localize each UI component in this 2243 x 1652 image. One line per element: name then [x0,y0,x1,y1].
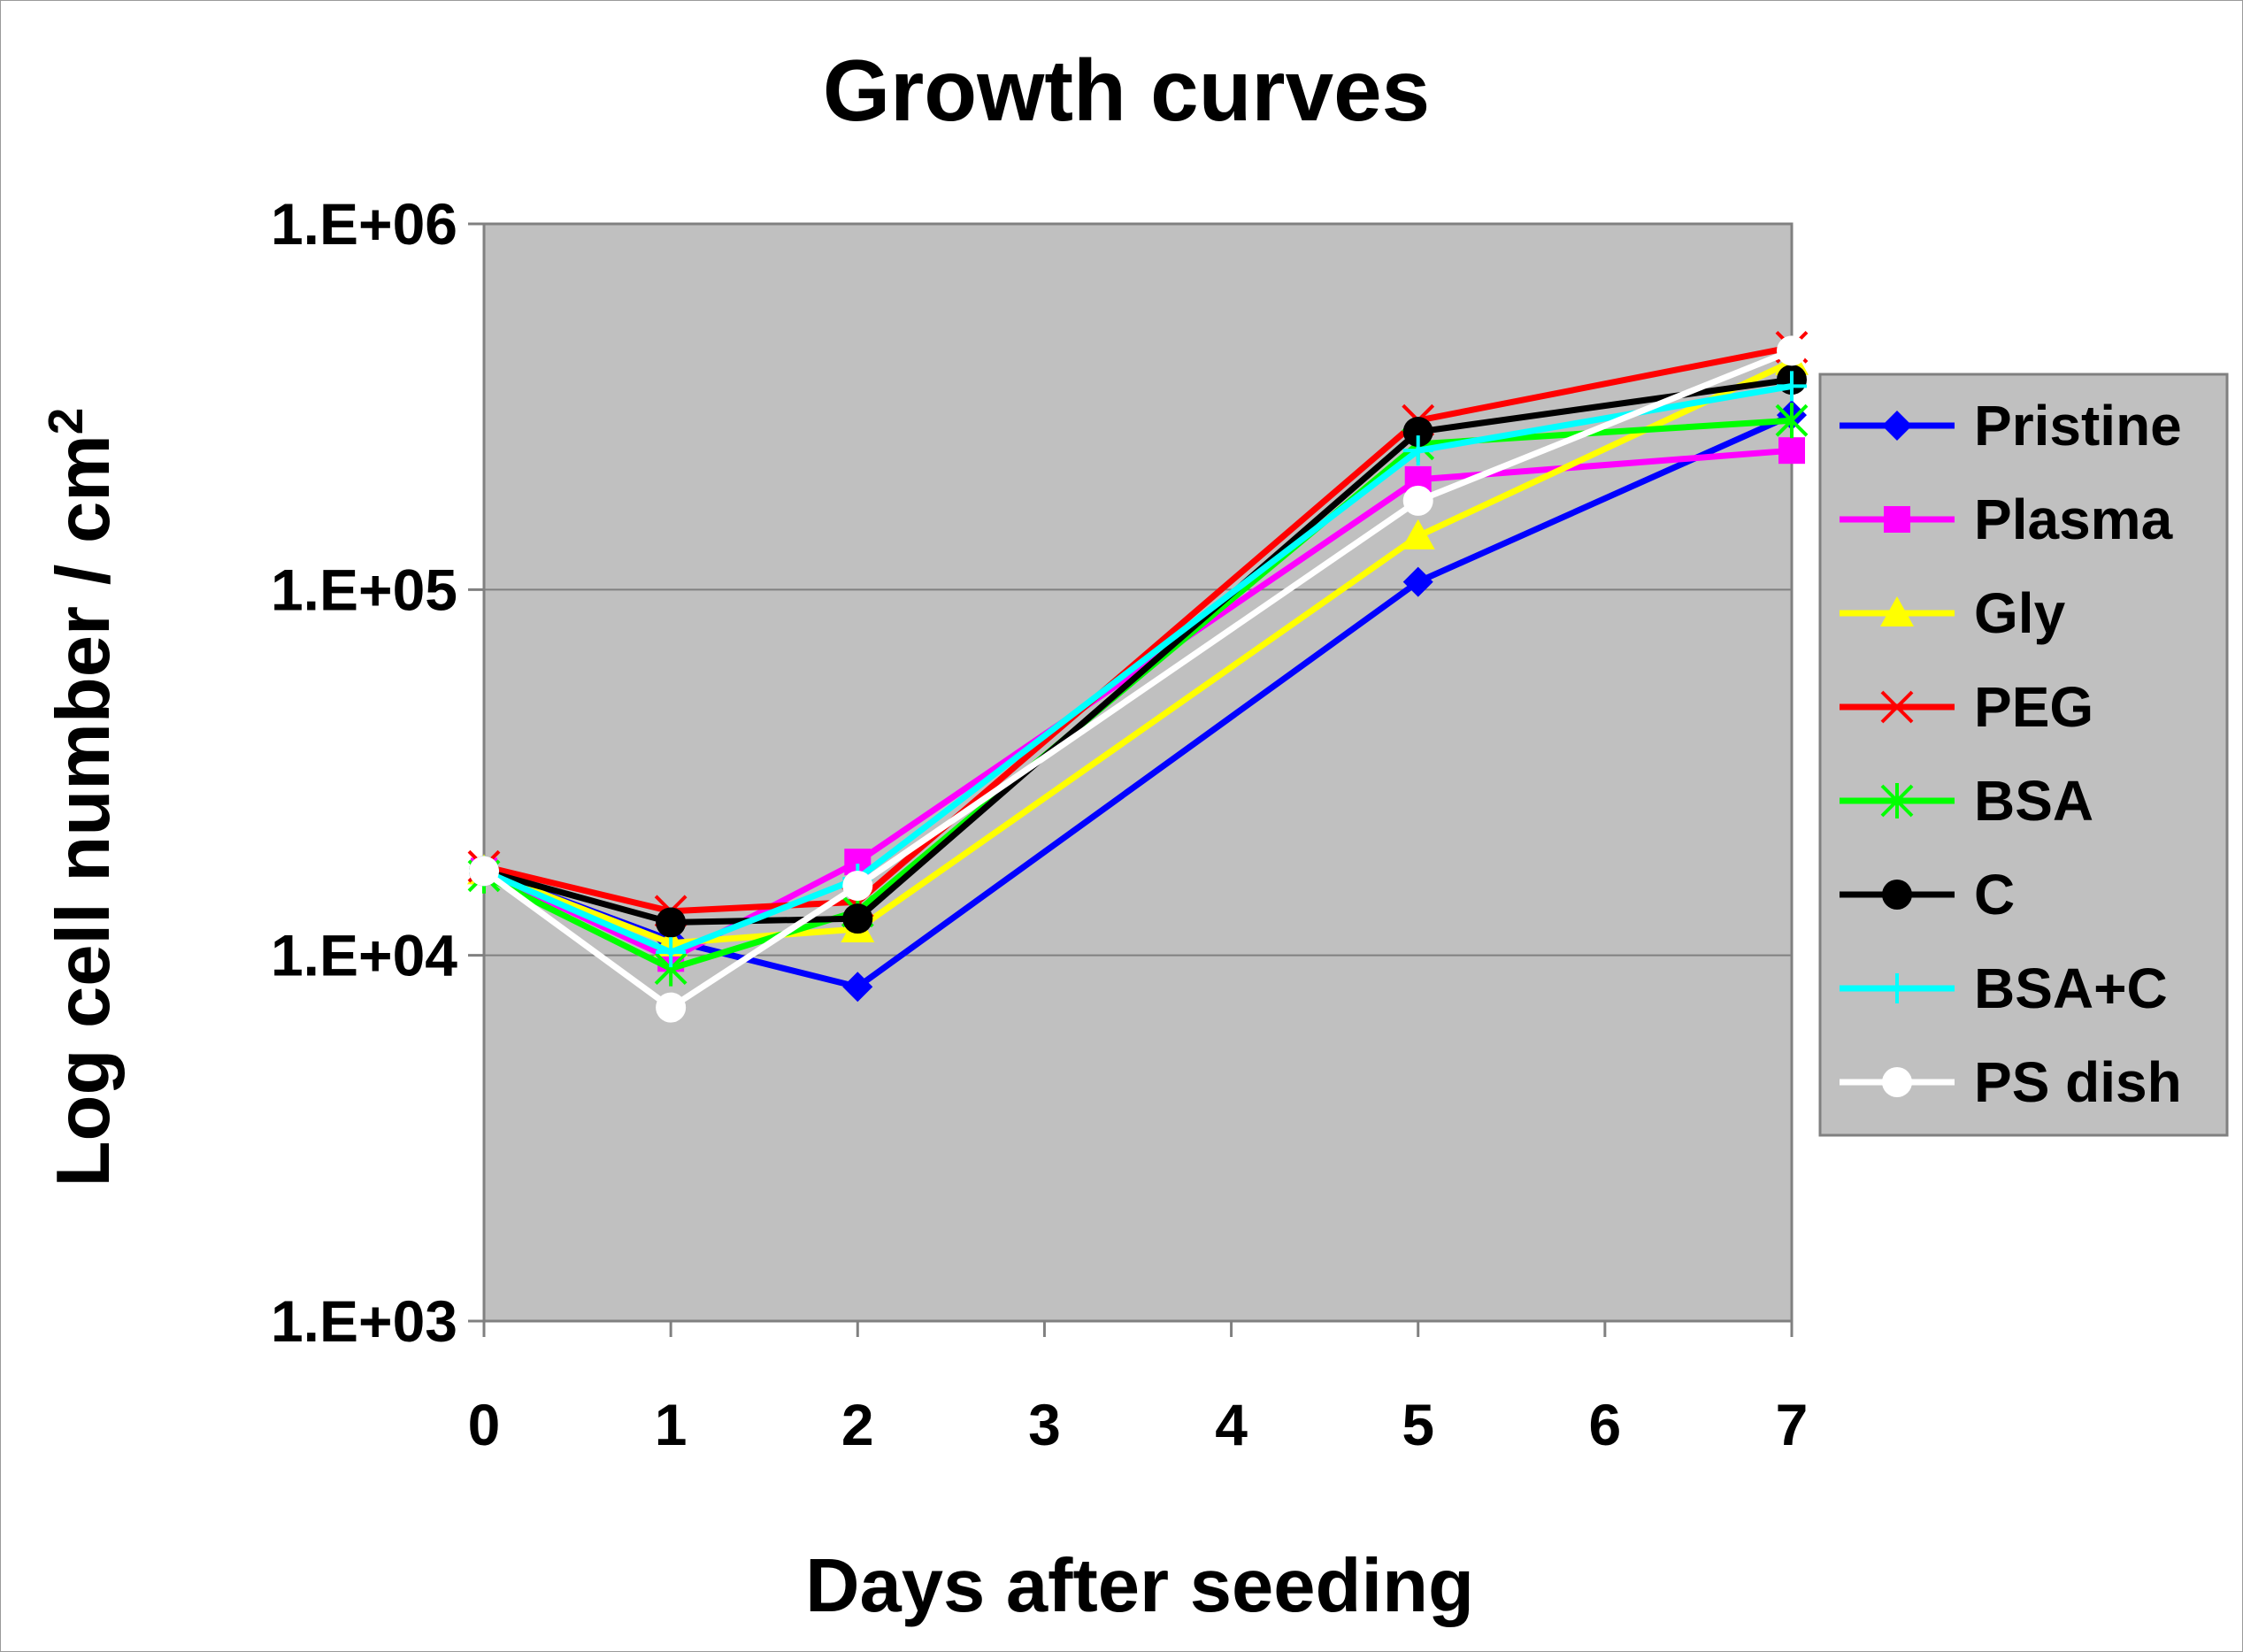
series-ps-dish [469,335,1807,1023]
axes: 1.E+03 1.E+04 1.E+05 1.E+06 0 1 2 3 4 5 6 7 [271,191,1808,1457]
legend-marker-bsa [1880,783,1914,818]
data-point-ps-dish-shape [842,870,873,901]
data-point-bsa-c-shape [656,937,687,968]
y-tick-label: 1.E+03 [271,1288,457,1354]
legend-marker-c [1882,880,1912,910]
legend-marker-plasma [1884,506,1910,533]
data-point-gly-shape [1401,519,1435,549]
data-point-ps-dish-shape [1777,335,1807,366]
legend-entry-peg: PEG [1840,675,2093,739]
x-tick-label: 3 [1028,1392,1061,1457]
data-point-pristine [1402,566,1433,597]
data-point-c [656,907,687,938]
y-axis-label-superscript: 2 [38,408,93,435]
legend-marker-gly-shape [1880,596,1914,626]
legend-marker-bsa-c [1882,973,1912,1003]
legend-label-gly: Gly [1974,581,2066,645]
x-tick-label: 1 [655,1392,687,1457]
x-tick-label: 2 [841,1392,874,1457]
legend-label-peg: PEG [1974,675,2093,739]
data-point-gly [1401,519,1435,549]
data-point-c [1402,417,1433,448]
data-point-ps-dish [469,856,499,887]
legend-label-bsa: BSA [1974,769,2093,833]
data-point-ps-dish [842,870,873,901]
legend-marker-ps-dish [1882,1067,1912,1097]
x-tick-label: 4 [1215,1392,1248,1457]
legend-label-bsa-c: BSA+C [1974,957,2168,1020]
legend-entry-bsa: BSA [1840,769,2093,833]
legend-entry-gly: Gly [1840,581,2066,645]
legend-entry-bsa-c: BSA+C [1840,957,2168,1020]
legend-marker-pristine-shape [1882,411,1912,441]
data-point-ps-dish-shape [469,856,499,887]
legend-entry-pristine: Pristine [1840,394,2182,457]
plot-area [482,222,1794,1323]
data-point-ps-dish-shape [656,992,687,1023]
data-point-bsa-c-shape [1777,371,1807,402]
data-point-bsa-c [1777,371,1807,402]
y-axis-label-text: Log cell number / cm [42,434,126,1187]
legend-marker-c-shape [1882,880,1912,910]
data-point-plasma-shape [1778,437,1805,465]
data-point-bsa-shape [1775,403,1809,439]
legend-marker-bsa-shape [1880,783,1914,818]
data-point-pristine-shape [842,972,873,1003]
x-tick-label: 7 [1776,1392,1809,1457]
data-point-c-shape [1402,417,1433,448]
data-point-pristine [842,972,873,1003]
legend-box [1818,373,2229,1137]
x-tick-label: 5 [1402,1392,1434,1457]
x-tick-label: 0 [468,1392,501,1457]
chart-title: Growth curves [823,42,1430,139]
legend-entry-ps-dish: PS dish [1840,1050,2182,1114]
data-point-ps-dish [1777,335,1807,366]
data-point-c-shape [842,903,873,934]
legend-marker-ps-dish-shape [1882,1067,1912,1097]
legend-marker-pristine [1882,411,1912,441]
legend-marker-peg-shape [1880,690,1914,724]
y-tick-label: 1.E+05 [271,557,457,622]
legend-marker-peg [1880,690,1914,724]
data-point-ps-dish [1402,485,1433,516]
legend-label-pristine: Pristine [1974,394,2182,457]
legend-label-ps-dish: PS dish [1974,1050,2182,1114]
legend-entry-c: C [1840,863,2015,926]
data-point-pristine-shape [1402,566,1433,597]
series-lines [467,330,1809,1023]
legend-label-plasma: Plasma [1974,488,2173,551]
data-point-bsa-c-shape [1402,435,1433,466]
legend-marker-plasma-shape [1884,506,1910,533]
data-point-plasma [1778,437,1805,465]
y-tick-label: 1.E+06 [271,191,457,257]
data-point-ps-dish-shape [1402,485,1433,516]
legend-marker-bsa-c-shape [1882,973,1912,1003]
data-point-bsa [1775,403,1809,439]
grid-lines [484,588,1792,957]
data-point-c [842,903,873,934]
legend: Pristine Plasma Gly PEG BSA C BSA+C PS dish [1818,373,2229,1137]
y-tick-label: 1.E+04 [271,923,457,988]
x-axis-label: Days after seeding [805,1544,1474,1628]
data-point-bsa-c [656,937,687,968]
data-point-ps-dish [656,992,687,1023]
x-tick-label: 6 [1588,1392,1621,1457]
legend-marker-gly [1880,596,1914,626]
legend-entry-plasma: Plasma [1840,488,2173,551]
data-point-bsa-c [1402,435,1433,466]
y-axis-label: Log cell number / cm2 [38,408,126,1187]
legend-label-c: C [1974,863,2015,926]
data-point-c-shape [656,907,687,938]
